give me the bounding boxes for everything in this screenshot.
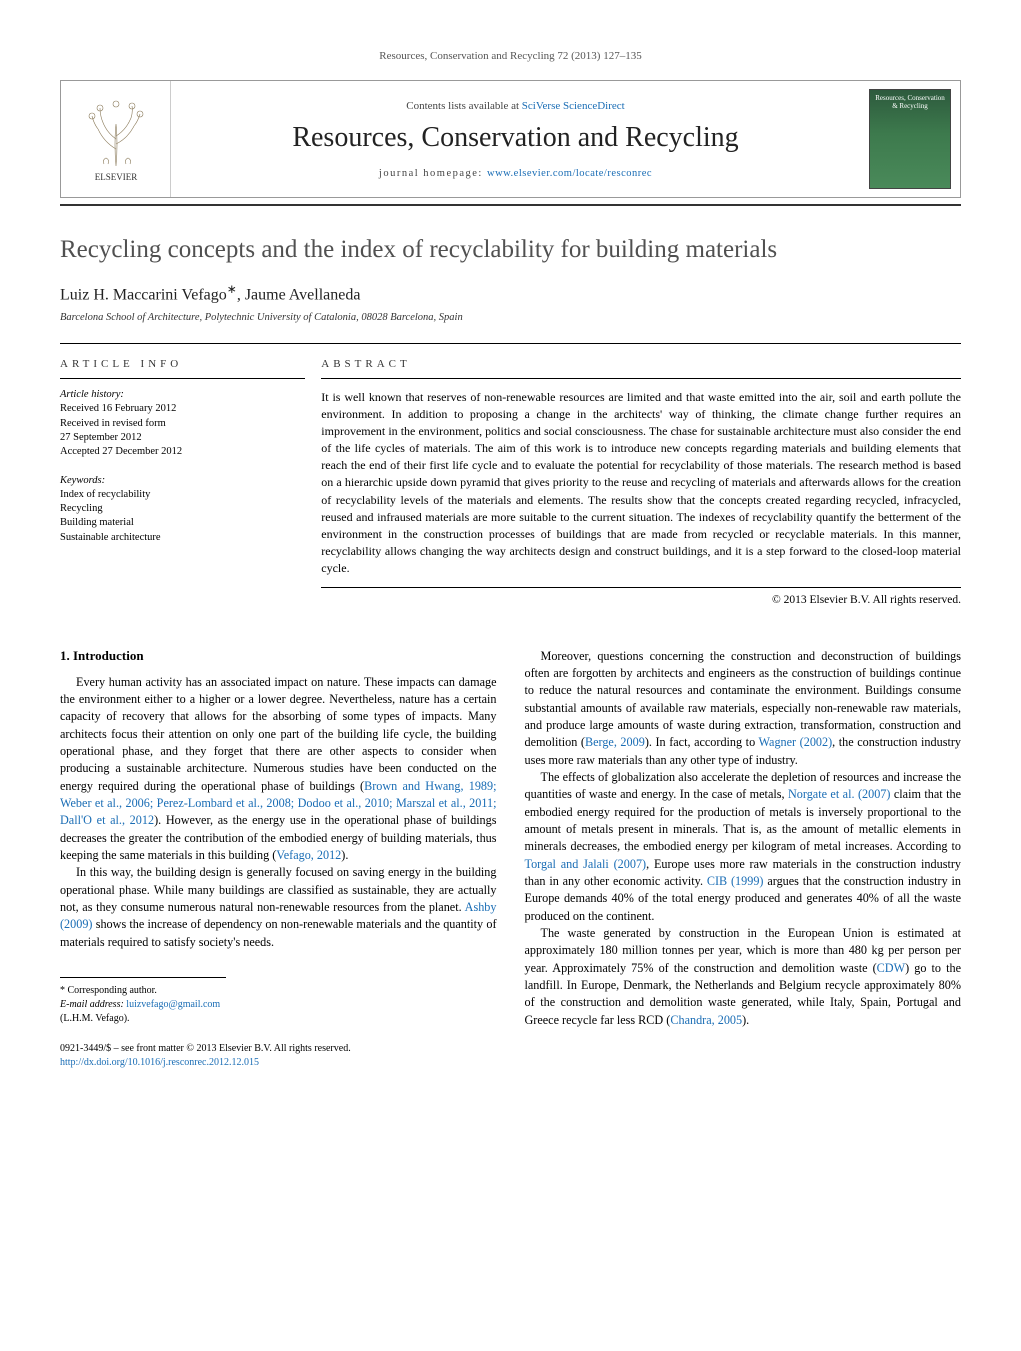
publisher-logo-box: ELSEVIER	[61, 81, 171, 197]
paragraph: Moreover, questions concerning the const…	[525, 648, 962, 769]
doi-link[interactable]: http://dx.doi.org/10.1016/j.resconrec.20…	[60, 1056, 497, 1070]
footnotes: * Corresponding author. E-mail address: …	[60, 977, 226, 1026]
article-info-label: ARTICLE INFO	[60, 358, 305, 379]
corr-marker: ∗	[227, 282, 237, 296]
abstract-label: ABSTRACT	[321, 358, 961, 379]
paragraph: The effects of globalization also accele…	[525, 769, 962, 925]
cover-text: Resources, Conservation & Recycling	[874, 94, 946, 110]
author-2: Jaume Avellaneda	[245, 286, 361, 303]
paragraph: Every human activity has an associated i…	[60, 674, 497, 865]
svg-text:ELSEVIER: ELSEVIER	[94, 172, 137, 182]
cover-thumb-box: Resources, Conservation & Recycling	[860, 81, 960, 197]
journal-homepage-line: journal homepage: www.elsevier.com/locat…	[179, 168, 852, 179]
homepage-label: journal homepage:	[379, 168, 487, 179]
history-head: Article history:	[60, 389, 305, 400]
abstract-copyright: © 2013 Elsevier B.V. All rights reserved…	[321, 594, 961, 606]
journal-masthead: ELSEVIER Contents lists available at Sci…	[60, 80, 961, 198]
contents-prefix: Contents lists available at	[406, 100, 521, 112]
history-line: Accepted 27 December 2012	[60, 445, 305, 459]
email-suffix: (L.H.M. Vefago).	[60, 1013, 130, 1024]
section-heading: 1. Introduction	[60, 648, 497, 664]
masthead-rule	[60, 204, 961, 206]
authors-line: Luiz H. Maccarini Vefago∗, Jaume Avellan…	[60, 282, 961, 304]
keyword: Recycling	[60, 502, 305, 516]
keywords-head: Keywords:	[60, 475, 305, 486]
article-title: Recycling concepts and the index of recy…	[60, 236, 961, 264]
paragraph: In this way, the building design is gene…	[60, 864, 497, 951]
running-header: Resources, Conservation and Recycling 72…	[60, 50, 961, 62]
affiliation: Barcelona School of Architecture, Polyte…	[60, 312, 961, 323]
issn-line: 0921-3449/$ – see front matter © 2013 El…	[60, 1042, 497, 1056]
author-1: Luiz H. Maccarini Vefago	[60, 286, 227, 303]
corr-note: * Corresponding author.	[60, 984, 226, 998]
keyword: Index of recyclability	[60, 488, 305, 502]
paragraph: The waste generated by construction in t…	[525, 925, 962, 1029]
history-line: 27 September 2012	[60, 431, 305, 445]
homepage-link[interactable]: www.elsevier.com/locate/resconrec	[487, 168, 652, 179]
body-col-right: Moreover, questions concerning the const…	[525, 648, 962, 1070]
history-line: Received 16 February 2012	[60, 402, 305, 416]
history-line: Received in revised form	[60, 417, 305, 431]
journal-name: Resources, Conservation and Recycling	[179, 122, 852, 154]
email-link[interactable]: luizvefago@gmail.com	[126, 999, 220, 1010]
keyword: Sustainable architecture	[60, 531, 305, 545]
copyright-footer: 0921-3449/$ – see front matter © 2013 El…	[60, 1042, 497, 1070]
email-label: E-mail address:	[60, 999, 126, 1010]
contents-line: Contents lists available at SciVerse Sci…	[179, 100, 852, 112]
body-col-left: 1. Introduction Every human activity has…	[60, 648, 497, 1070]
keyword: Building material	[60, 516, 305, 530]
abstract-text: It is well known that reserves of non-re…	[321, 389, 961, 587]
sciencedirect-link[interactable]: SciVerse ScienceDirect	[522, 100, 625, 112]
journal-cover-icon: Resources, Conservation & Recycling	[869, 89, 951, 189]
elsevier-tree-icon: ELSEVIER	[76, 94, 156, 184]
